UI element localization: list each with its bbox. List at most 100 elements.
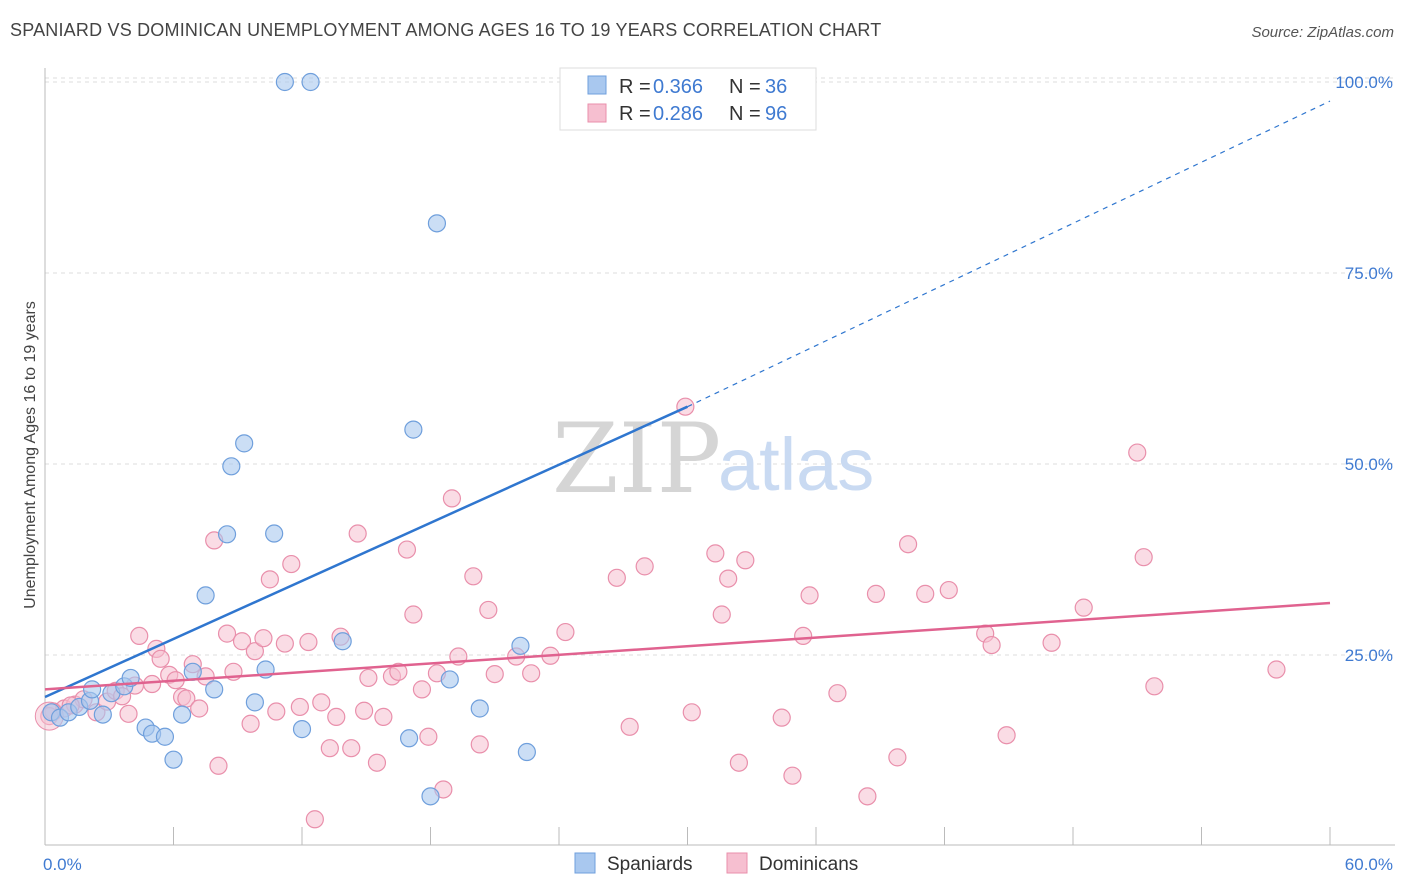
dominicans-point [556, 622, 575, 642]
dominicans-point [682, 703, 701, 722]
dominicans-point [305, 810, 324, 829]
spaniards-point [292, 720, 312, 739]
dominicans-point [190, 699, 209, 718]
spaniards-point [155, 727, 175, 746]
spaniards-point [217, 525, 237, 544]
dominicans-point [419, 727, 438, 746]
dominicans-point [939, 580, 958, 600]
legend-n-value-2: 96 [765, 103, 787, 125]
stats-legend: R = 0.366 N = 36 R = 0.286 N = 96 [559, 67, 817, 131]
dominicans-point [1134, 548, 1153, 567]
spaniards-point [172, 705, 192, 724]
series-legend-swatch-dominicans [726, 852, 748, 874]
chart-title: SPANIARD VS DOMINICAN UNEMPLOYMENT AMONG… [10, 20, 882, 40]
dominicans-point [888, 748, 907, 767]
dominicans-point [1267, 660, 1286, 679]
dominicans-point [151, 649, 170, 668]
dominicans-point [348, 524, 367, 543]
dominicans-point [275, 634, 294, 653]
spaniards-points [42, 72, 536, 806]
spaniards-point [421, 787, 440, 806]
spaniards-trend-line [44, 405, 689, 699]
series-legend-label-spaniards: Spaniards [607, 854, 693, 875]
dominicans-point [320, 739, 339, 758]
dominicans-point [342, 739, 361, 758]
dominicans-point [706, 544, 725, 563]
dominicans-point [327, 707, 346, 726]
series-legend: Spaniards Dominicans [574, 852, 858, 875]
dominicans-point [997, 726, 1016, 745]
axes [44, 68, 1395, 846]
legend-r-label-2: R = [619, 103, 651, 125]
dominicans-point [232, 632, 252, 651]
legend-n-label-2: N = [729, 103, 761, 125]
spaniards-trend-extension [687, 100, 1331, 408]
y-tick-label: 100.0% [1335, 73, 1393, 92]
watermark-zip: ZIP [552, 403, 721, 515]
y-axis-title: Unemployment Among Ages 16 to 19 years [22, 301, 39, 609]
dominicans-point [312, 693, 331, 712]
spaniards-point [265, 524, 284, 543]
dominicans-point [1128, 443, 1147, 462]
dominicans-point [719, 569, 738, 588]
dominicans-trend-line [44, 601, 1331, 691]
spaniards-point [183, 662, 202, 681]
chart-source: Source: ZipAtlas.com [1251, 24, 1394, 41]
spaniards-point [301, 72, 320, 92]
dominicans-point [119, 704, 138, 723]
legend-r-label-1: R = [619, 76, 651, 98]
dominicans-point [412, 680, 432, 699]
dominicans-point [485, 664, 504, 684]
x-tick-label-min: 0.0% [43, 855, 82, 874]
dominicans-point [607, 568, 626, 587]
y-tick-labels: 25.0% 50.0% 75.0% 100.0% [1335, 73, 1393, 665]
dominicans-point [389, 662, 408, 681]
x-tick-label-max: 60.0% [1345, 855, 1393, 874]
watermark-atlas: atlas [718, 423, 874, 506]
dominicans-point [1074, 598, 1093, 617]
dominicans-point [858, 787, 877, 806]
spaniards-point [83, 680, 102, 699]
spaniards-point [511, 636, 530, 655]
dominicans-point [241, 714, 260, 733]
dominicans-point [794, 626, 813, 646]
spaniards-point [440, 670, 459, 689]
dominicans-point [367, 753, 387, 772]
dominicans-point [916, 584, 935, 603]
dominicans-point [282, 554, 301, 574]
legend-swatch-dominicans [587, 103, 607, 123]
y-tick-label: 75.0% [1345, 264, 1393, 283]
spaniards-point [205, 680, 224, 699]
dominicans-point [479, 600, 498, 620]
dominicans-point [260, 570, 279, 589]
dominicans-point [712, 605, 731, 624]
spaniards-point [427, 214, 447, 233]
dominicans-point [299, 632, 318, 652]
dominicans-point [397, 540, 417, 559]
spaniards-point [275, 72, 294, 92]
dominicans-point [772, 708, 791, 727]
dominicans-point [470, 735, 489, 754]
legend-n-label-1: N = [729, 76, 761, 98]
spaniards-point [517, 742, 536, 762]
dominicans-point [464, 567, 483, 586]
y-tick-label: 50.0% [1345, 455, 1393, 474]
dominicans-point [142, 674, 162, 694]
dominicans-point [217, 624, 237, 643]
dominicans-point [245, 642, 264, 661]
y-tick-label: 25.0% [1345, 646, 1393, 665]
spaniards-point [470, 699, 489, 718]
dominicans-point [442, 489, 462, 508]
dominicans-point [898, 535, 918, 554]
dominicans-point [1042, 633, 1061, 652]
dominicans-point [209, 756, 228, 775]
spaniards-point [93, 705, 112, 724]
dominicans-point [404, 605, 423, 624]
dominicans-point [267, 702, 286, 721]
spaniards-point [245, 693, 264, 712]
dominicans-point [729, 753, 749, 772]
legend-r-value-2: 0.286 [653, 103, 703, 125]
legend-swatch-spaniards [587, 75, 607, 95]
grid-lines [45, 77, 1395, 656]
